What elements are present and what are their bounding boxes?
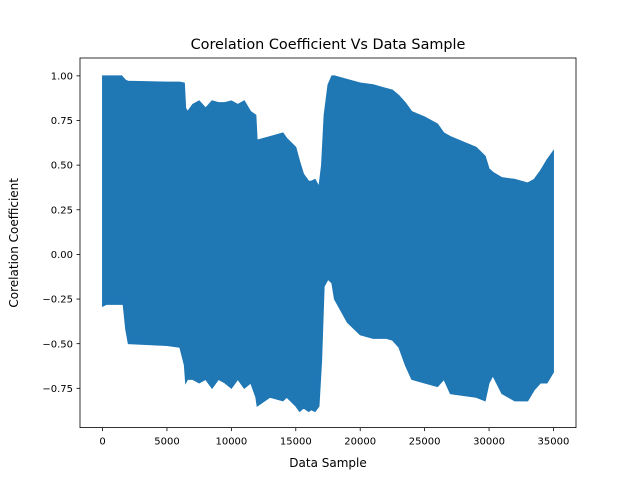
y-tick-label: −0.75 — [42, 384, 73, 395]
chart-title: Corelation Coefficient Vs Data Sample — [191, 37, 466, 53]
plot-layer — [102, 75, 554, 413]
y-tick-label: −0.25 — [42, 295, 73, 306]
axes-frame — [79, 57, 577, 429]
series-0-envelope — [102, 75, 554, 413]
y-tick-label: −0.50 — [42, 339, 73, 350]
x-tick-label: 10000 — [215, 437, 247, 448]
y-tick-label: 0.75 — [51, 116, 73, 127]
y-axis-label: Corelation Coefficient — [7, 178, 21, 308]
x-tick-label: 5000 — [154, 437, 179, 448]
y-tick-label: 0.00 — [51, 250, 73, 261]
x-tick-label: 35000 — [538, 437, 570, 448]
x-tick-label: 30000 — [473, 437, 505, 448]
y-tick-label: 0.50 — [51, 161, 73, 172]
x-tick-label: 15000 — [280, 437, 312, 448]
x-axis-label: Data Sample — [289, 456, 366, 470]
y-tick-label: 1.00 — [51, 71, 73, 82]
x-tick-label: 25000 — [409, 437, 441, 448]
x-axis-ticks: 0 5000 10000 15000 20000 25000 30000 35000 — [99, 427, 570, 448]
y-axis-ticks: 1.00 0.75 0.50 0.25 0.00 −0.25 −0.50 −0.75 — [42, 71, 80, 395]
x-tick-label: 20000 — [344, 437, 376, 448]
x-tick-label: 0 — [99, 437, 105, 448]
y-tick-label: 0.25 — [51, 205, 73, 216]
